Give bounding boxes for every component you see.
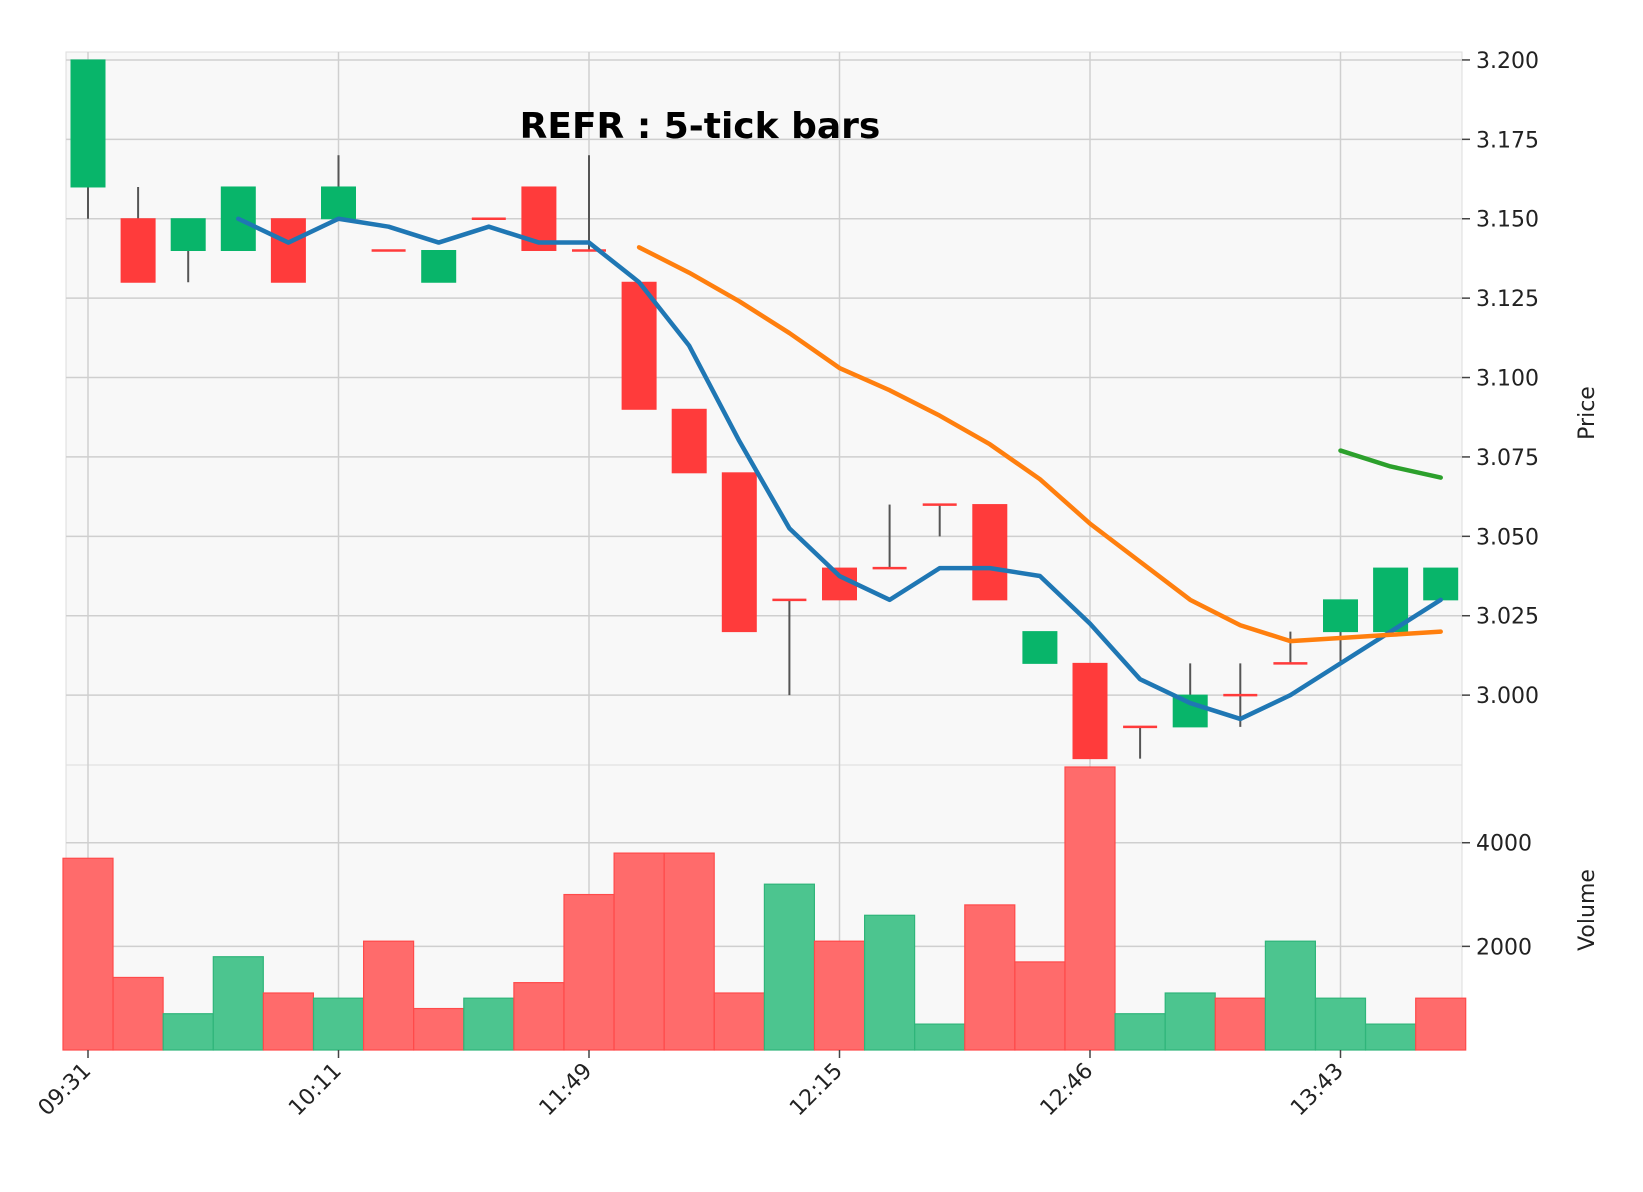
- volume-bar: [964, 904, 1016, 1051]
- candle-body: [1172, 694, 1208, 728]
- volume-bar: [162, 1013, 214, 1051]
- volume-bar: [863, 914, 916, 1051]
- candle-body: [321, 186, 356, 220]
- candle-body: [270, 218, 306, 283]
- price-tick-label: 3.150: [1476, 208, 1539, 233]
- moving-average-line: [236, 216, 1443, 722]
- volume-axis-label: Volume: [1575, 869, 1600, 951]
- volume-tick-label: 2000: [1476, 935, 1532, 960]
- volume-bar: [1114, 1013, 1166, 1051]
- volume-bar: [613, 852, 665, 1051]
- candle-body: [1423, 567, 1459, 601]
- moving-average-lines: [236, 216, 1443, 722]
- price-tick-label: 3.075: [1476, 446, 1539, 471]
- price-panel: [65, 51, 1463, 766]
- moving-average-line: [636, 245, 1443, 644]
- time-tick-label: 12:15: [785, 1059, 848, 1122]
- time-tick-label: 09:31: [34, 1059, 97, 1122]
- volume-bar: [1164, 992, 1216, 1051]
- volume-bar: [1415, 997, 1467, 1051]
- volume-bar: [62, 857, 114, 1051]
- volume-bar: [413, 1007, 465, 1051]
- time-tick-label: 10:11: [284, 1059, 347, 1122]
- chart-title: REFR : 5-tick bars: [520, 106, 881, 147]
- volume-bar: [813, 940, 866, 1051]
- volume-bar: [463, 997, 515, 1051]
- candle-body: [1072, 662, 1108, 760]
- volume-bar: [312, 997, 365, 1051]
- candles: [70, 59, 1459, 760]
- volume-bar: [1264, 940, 1317, 1051]
- candle-body: [721, 472, 757, 633]
- volume-bar: [212, 956, 264, 1051]
- candle-body: [421, 249, 457, 283]
- price-tick-label: 3.000: [1476, 684, 1539, 709]
- volume-bar: [763, 883, 816, 1051]
- candle-body: [1022, 631, 1058, 664]
- candle-body: [220, 186, 256, 251]
- volume-bar: [1314, 997, 1367, 1051]
- candle-body: [1323, 599, 1358, 633]
- volume-bar: [1014, 961, 1066, 1051]
- volume-bar: [262, 992, 314, 1051]
- candle-body: [120, 218, 156, 283]
- candle-body: [1373, 567, 1409, 633]
- price-tick-label: 3.200: [1476, 49, 1539, 74]
- time-tick-label: 12:46: [1036, 1059, 1099, 1122]
- candle-body: [170, 218, 206, 251]
- time-tick-label: 13:43: [1286, 1059, 1349, 1122]
- price-axis-label: Price: [1575, 386, 1600, 440]
- volume-bar: [563, 893, 615, 1051]
- volume-bar: [112, 976, 164, 1051]
- price-tick-label: 3.125: [1476, 287, 1539, 312]
- volume-bar: [713, 992, 765, 1051]
- volume-bar: [363, 940, 415, 1051]
- price-tick-label: 3.175: [1476, 128, 1539, 153]
- volume-bar: [1064, 766, 1116, 1051]
- price-tick-label: 3.025: [1476, 605, 1539, 630]
- volume-bar: [663, 852, 715, 1051]
- candle-body: [671, 408, 707, 474]
- volume-bar: [1214, 997, 1266, 1051]
- volume-bar: [914, 1023, 966, 1051]
- volume-bars: [62, 766, 1467, 1051]
- volume-bar: [513, 982, 565, 1051]
- candle-body: [70, 59, 106, 188]
- price-tick-label: 3.100: [1476, 367, 1539, 392]
- moving-average-line: [1338, 448, 1443, 480]
- volume-bar: [1364, 1023, 1417, 1051]
- candle-body: [621, 281, 657, 410]
- price-tick-label: 3.050: [1476, 525, 1539, 550]
- time-tick-label: 11:49: [535, 1059, 598, 1122]
- volume-tick-label: 4000: [1476, 832, 1532, 857]
- candle-body: [972, 504, 1008, 601]
